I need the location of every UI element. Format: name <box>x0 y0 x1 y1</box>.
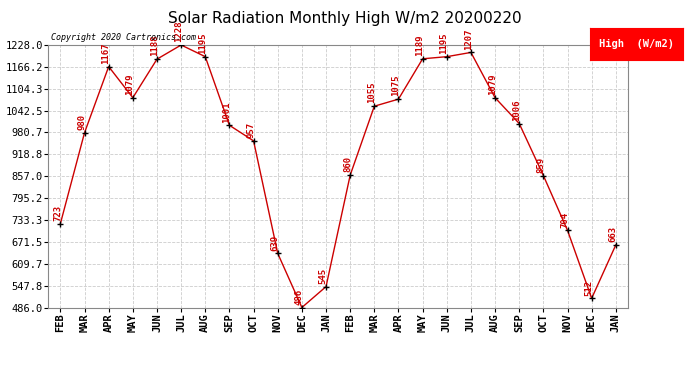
Text: 1006: 1006 <box>512 99 521 121</box>
Text: 723: 723 <box>53 205 62 221</box>
Text: 957: 957 <box>246 122 255 138</box>
Text: 1188: 1188 <box>150 35 159 56</box>
Text: Solar Radiation Monthly High W/m2 20200220: Solar Radiation Monthly High W/m2 202002… <box>168 11 522 26</box>
Text: High  (W/m2): High (W/m2) <box>599 39 674 49</box>
Text: 1207: 1207 <box>464 28 473 50</box>
Text: 1195: 1195 <box>198 32 207 54</box>
Text: 1001: 1001 <box>222 101 231 123</box>
Text: 545: 545 <box>319 268 328 284</box>
Text: 859: 859 <box>536 157 545 173</box>
Text: 1075: 1075 <box>391 75 400 96</box>
Text: 1079: 1079 <box>126 74 135 95</box>
Text: 1189: 1189 <box>415 34 424 56</box>
Text: 980: 980 <box>77 114 86 130</box>
Text: 663: 663 <box>609 226 618 242</box>
Text: 1079: 1079 <box>488 74 497 95</box>
Text: 639: 639 <box>270 234 279 250</box>
Text: 704: 704 <box>560 211 569 228</box>
Text: 486: 486 <box>295 289 304 305</box>
Text: 512: 512 <box>584 279 593 296</box>
Text: 1167: 1167 <box>101 42 110 64</box>
Text: 860: 860 <box>343 156 352 172</box>
Text: 1055: 1055 <box>367 82 376 104</box>
Text: 1195: 1195 <box>440 32 449 54</box>
Text: 1228: 1228 <box>174 21 183 42</box>
Text: Copyright 2020 Cartronics.com: Copyright 2020 Cartronics.com <box>51 33 196 42</box>
